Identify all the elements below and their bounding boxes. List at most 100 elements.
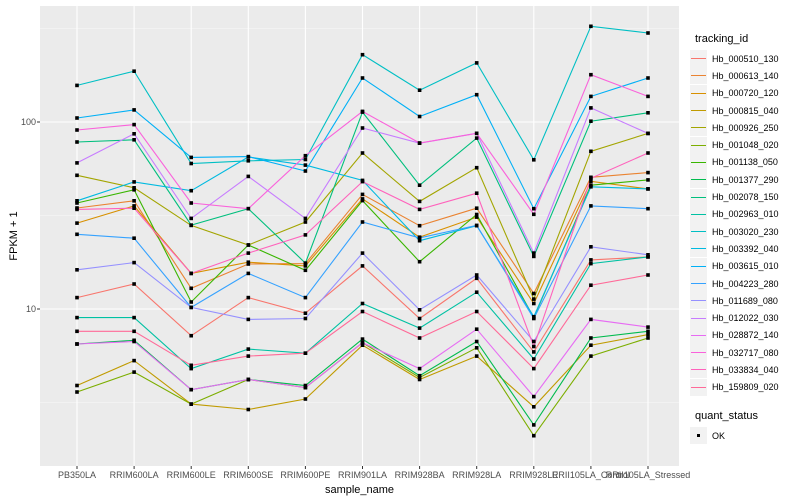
data-point-Hb_000815_040 [646,332,650,337]
data-point-Hb_000926_250 [532,297,536,301]
legend-key-swatch [690,427,707,445]
data-point-Hb_000720_120 [532,301,536,306]
data-point-Hb_002078_150 [189,223,193,227]
data-point-Hb_033834_040 [360,179,365,184]
legend-key-line-icon [691,248,706,250]
data-point-Hb_000510_130 [75,295,79,300]
legend-key-line-icon [691,110,706,112]
data-point-Hb_000815_040 [360,343,365,347]
data-point-Hb_000510_130 [417,316,422,321]
legend-key-line-icon [691,75,706,77]
data-point-Hb_028872_140 [589,317,593,322]
legend-item-Hb_000815_040: Hb_000815_040 [690,102,800,120]
data-point-Hb_011689_080 [189,305,193,310]
legend-quant-list: OK [690,427,800,445]
legend-key-line-icon [691,386,706,388]
data-point-Hb_000510_130 [474,276,479,281]
data-point-Hb_003392_040 [303,163,308,167]
legend-key-swatch [690,153,707,171]
data-point-Hb_033834_040 [189,271,193,276]
data-point-Hb_033834_040 [246,251,251,255]
data-point-Hb_012022_030 [75,161,79,165]
data-point-Hb_028872_140 [532,394,536,399]
legend-item-Hb_003020_230: Hb_003020_230 [690,223,800,241]
data-point-Hb_001377_290 [646,329,650,334]
legend-item-label: Hb_003020_230 [712,226,779,237]
data-point-Hb_001048_020 [132,370,136,374]
data-point-Hb_002963_010 [189,366,193,371]
data-point-Hb_000815_040 [132,358,136,363]
data-point-Hb_001138_050 [132,188,136,192]
data-point-Hb_032717_080 [189,201,193,205]
data-point-Hb_004223_280 [246,271,251,276]
data-point-Hb_003020_230 [417,88,422,92]
data-point-Hb_011689_080 [246,317,251,322]
data-point-Hb_033834_040 [646,151,650,155]
data-point-Hb_003020_230 [132,69,136,73]
legend-item-label: Hb_003615_010 [712,261,779,272]
data-point-Hb_032717_080 [132,122,136,127]
data-point-Hb_012022_030 [189,216,193,221]
legend-item-label: Hb_002963_010 [712,209,779,220]
data-point-Hb_000510_130 [246,295,251,300]
data-point-Hb_003020_230 [360,52,365,57]
data-point-Hb_000720_120 [132,204,136,208]
data-point-Hb_003020_230 [246,159,251,163]
x-tick-label-RRIM928LA: RRIM928LA [452,470,502,480]
data-point-Hb_004223_280 [132,236,136,240]
data-point-Hb_002078_150 [646,111,650,115]
legend-key-swatch [690,102,707,120]
data-point-Hb_003392_040 [189,188,193,193]
legend-key-line-icon [691,369,706,371]
legend-key-line-icon [691,92,706,94]
data-point-Hb_003615_010 [589,94,593,99]
data-point-Hb_004223_280 [532,316,536,321]
data-point-Hb_000926_250 [474,165,479,170]
data-point-Hb_000613_140 [646,170,650,175]
data-point-Hb_032717_080 [474,131,479,136]
data-point-Hb_000613_140 [132,199,136,203]
legend-key-line-icon [691,352,706,354]
data-point-Hb_003615_010 [360,76,365,80]
data-point-Hb_159809_020 [75,329,79,334]
data-point-Hb_000720_120 [246,260,251,264]
data-point-Hb_000815_040 [417,377,422,382]
legend-key-swatch [690,136,707,154]
data-point-Hb_028872_140 [132,339,136,344]
data-point-Hb_028872_140 [189,387,193,392]
legend-item-label: Hb_000613_140 [712,70,779,81]
legend-item-label: OK [712,430,726,441]
data-point-Hb_032717_080 [417,141,422,145]
data-point-Hb_002078_150 [132,138,136,142]
data-point-Hb_000926_250 [132,186,136,190]
data-point-Hb_033834_040 [532,344,536,349]
data-point-Hb_028872_140 [474,327,479,331]
data-point-Hb_000815_040 [75,383,79,388]
data-point-Hb_001138_050 [417,259,422,264]
data-point-Hb_003615_010 [75,116,79,120]
legend-item-label: Hb_000926_250 [712,122,779,133]
legend-item-label: Hb_159809_020 [712,382,779,393]
data-point-Hb_000926_250 [360,151,365,155]
legend-key-swatch [690,119,707,137]
data-point-Hb_001048_020 [589,354,593,358]
data-point-Hb_033834_040 [474,191,479,195]
data-point-Hb_000720_120 [474,215,479,219]
legend-key-swatch [690,361,707,379]
data-point-Hb_001377_290 [589,336,593,340]
data-point-Hb_003615_010 [132,108,136,112]
data-point-Hb_011689_080 [646,253,650,257]
data-point-Hb_033834_040 [417,207,422,212]
legend-key-swatch [690,205,707,223]
data-point-Hb_003615_010 [532,206,536,211]
data-point-Hb_003615_010 [417,114,422,119]
legend-item-Hb_003615_010: Hb_003615_010 [690,257,800,275]
data-point-Hb_012022_030 [646,131,650,136]
data-point-Hb_032717_080 [646,94,650,99]
legend-item-label: Hb_000510_130 [712,53,779,64]
legend-item-Hb_001048_020: Hb_001048_020 [690,136,800,154]
legend-key-swatch [690,240,707,258]
legend-item-Hb_032717_080: Hb_032717_080 [690,344,800,362]
data-point-Hb_032717_080 [246,206,251,211]
data-point-Hb_001048_020 [75,390,79,394]
